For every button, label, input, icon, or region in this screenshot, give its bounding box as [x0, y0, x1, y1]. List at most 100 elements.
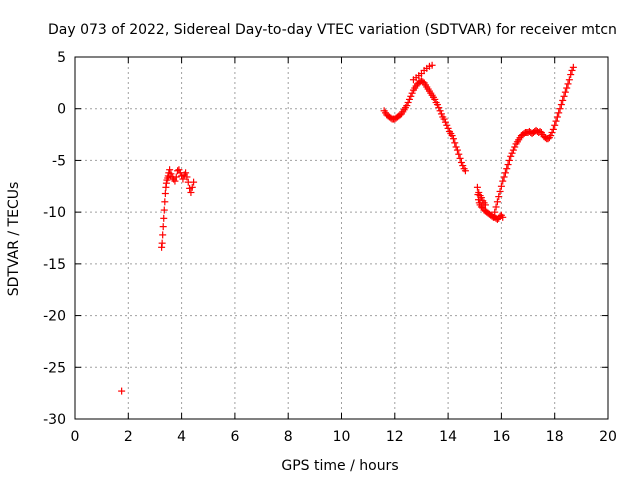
data-point — [564, 80, 572, 88]
data-point — [501, 169, 509, 177]
data-point — [441, 118, 449, 126]
data-point — [499, 213, 507, 221]
data-point — [555, 109, 563, 117]
data-point — [567, 71, 575, 79]
data-point — [160, 206, 168, 214]
data-point — [448, 132, 456, 140]
x-tick-label: 16 — [492, 429, 510, 445]
data-point — [568, 66, 576, 74]
x-axis-ticks: 0 2 4 6 8 10 12 14 16 18 20 — [71, 57, 617, 445]
x-tick-label: 10 — [333, 429, 351, 445]
data-point — [161, 198, 169, 206]
data-point — [499, 177, 507, 185]
x-tick-label: 8 — [284, 429, 293, 445]
data-point — [504, 161, 512, 169]
data-point — [408, 89, 416, 97]
data-point — [552, 117, 560, 125]
data-point — [507, 152, 515, 160]
data-point — [505, 156, 513, 164]
y-tick-label: -5 — [52, 153, 66, 169]
x-tick-label: 2 — [124, 429, 133, 445]
data-point — [481, 201, 489, 209]
data-point — [407, 92, 415, 100]
data-point — [160, 214, 168, 222]
data-point — [569, 63, 577, 71]
x-tick-label: 20 — [599, 429, 617, 445]
grid-lines — [75, 57, 608, 419]
plot-frame — [74, 56, 609, 420]
data-point — [500, 173, 508, 181]
data-point — [509, 146, 517, 154]
data-point — [431, 95, 439, 103]
data-point — [493, 198, 501, 206]
data-point — [456, 154, 464, 162]
data-point — [444, 124, 452, 132]
y-tick-label: -10 — [43, 205, 66, 221]
data-point — [437, 110, 445, 118]
data-point — [443, 121, 451, 129]
data-point — [511, 143, 519, 151]
data-point — [497, 182, 505, 190]
y-tick-label: -30 — [43, 412, 66, 428]
data-point — [171, 177, 179, 185]
data-point — [436, 107, 444, 115]
data-point — [175, 166, 183, 174]
data-point — [452, 143, 460, 151]
data-point — [182, 169, 190, 177]
data-point — [553, 113, 561, 121]
data-point — [565, 76, 573, 84]
data-point — [475, 188, 483, 196]
data-point — [188, 183, 196, 191]
data-point — [477, 194, 485, 202]
data-point — [161, 190, 169, 198]
data-point — [158, 239, 166, 247]
data-point — [118, 387, 126, 395]
y-axis-title: SDTVAR / TECUs — [6, 182, 22, 297]
data-point — [187, 188, 195, 196]
x-tick-label: 4 — [177, 429, 186, 445]
data-point — [559, 96, 567, 104]
data-point — [461, 167, 469, 175]
data-point — [440, 115, 448, 123]
y-tick-label: -15 — [43, 257, 66, 273]
y-tick-label: 5 — [57, 50, 66, 66]
data-point — [473, 183, 481, 191]
data-point — [548, 129, 556, 137]
x-axis-title: GPS time / hours — [281, 458, 398, 474]
data-point — [549, 125, 557, 133]
data-point — [560, 92, 568, 100]
data-point — [159, 231, 167, 239]
data-point — [435, 104, 443, 112]
data-point — [556, 105, 564, 113]
x-tick-label: 6 — [230, 429, 239, 445]
data-point — [159, 223, 167, 231]
data-point — [551, 121, 559, 129]
series-sdtvar — [118, 61, 577, 395]
y-tick-label: -20 — [43, 309, 66, 325]
data-point — [561, 88, 569, 96]
data-point — [557, 101, 565, 109]
y-tick-label: -25 — [43, 360, 66, 376]
data-point — [183, 173, 191, 181]
chart-title: Day 073 of 2022, Sidereal Day-to-day VTE… — [48, 22, 617, 38]
data-point — [167, 170, 175, 178]
data-point — [403, 102, 411, 110]
data-point — [166, 166, 174, 174]
data-point — [508, 149, 516, 157]
data-point — [455, 150, 463, 158]
data-point — [547, 132, 555, 140]
data-point — [453, 146, 461, 154]
x-tick-label: 18 — [546, 429, 564, 445]
data-point — [563, 84, 571, 92]
x-tick-label: 0 — [71, 429, 80, 445]
x-tick-label: 12 — [386, 429, 404, 445]
data-point — [172, 173, 180, 181]
data-point — [451, 139, 459, 147]
data-point — [492, 203, 500, 211]
data-point — [449, 135, 457, 143]
data-point — [503, 165, 511, 173]
x-tick-label: 14 — [439, 429, 457, 445]
data-point — [495, 193, 503, 201]
data-point — [190, 178, 198, 186]
